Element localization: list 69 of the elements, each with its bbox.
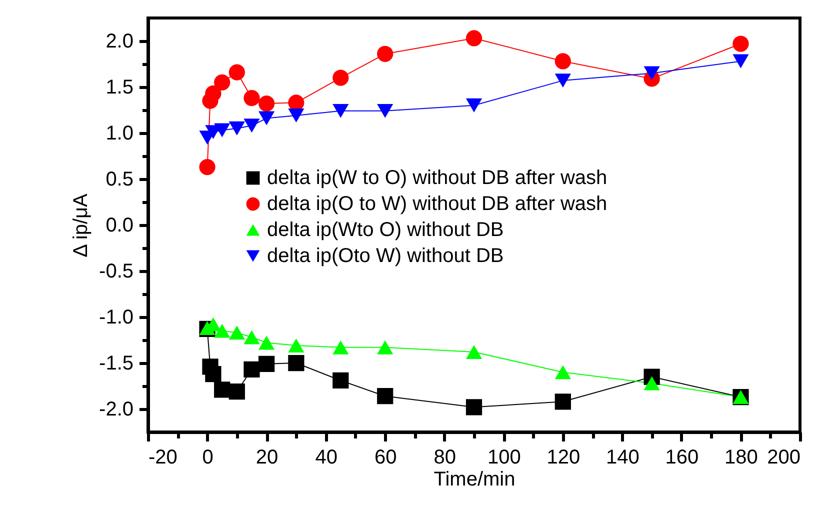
point: [554, 53, 571, 70]
y-tick-label: 0.5: [106, 168, 134, 190]
x-tick-label: -20: [148, 446, 178, 468]
point: [258, 356, 275, 372]
legend-label: delta ip(Wto O) without DB: [267, 219, 504, 241]
legend-label: delta ip(O to W) without DB after wash: [267, 193, 608, 215]
point: [258, 111, 275, 126]
point: [244, 330, 260, 344]
x-tick-label: 20: [256, 446, 278, 468]
y-tick-label: -1.5: [99, 352, 134, 374]
point: [332, 70, 349, 86]
point: [466, 399, 482, 416]
point: [214, 74, 230, 90]
point: [377, 46, 394, 62]
point: [228, 121, 245, 136]
legend-label: delta ip(Oto W) without DB: [267, 245, 504, 267]
point: [732, 54, 749, 68]
x-axis-title: Time/min: [434, 468, 516, 490]
point: [644, 376, 660, 390]
legend-label: delta ip(W to O) without DB after wash: [267, 167, 608, 189]
x-tick-label: 180: [724, 446, 758, 468]
point: [466, 98, 482, 112]
point: [214, 382, 230, 398]
point: [332, 372, 349, 389]
y-tick-label: -0.5: [99, 260, 134, 282]
point: [554, 365, 571, 380]
point: [554, 74, 571, 88]
point: [214, 324, 230, 338]
x-tick-label: 100: [487, 446, 521, 468]
point: [214, 123, 230, 138]
y-tick-label: 1.5: [106, 76, 134, 98]
point: [258, 336, 275, 350]
y-tick-label: 1.0: [106, 122, 134, 144]
point: [228, 64, 245, 80]
point: [228, 326, 245, 340]
point: [332, 104, 349, 118]
point: [644, 66, 660, 80]
y-tick-label: 0.0: [106, 214, 134, 236]
point: [244, 118, 260, 133]
point: [377, 388, 394, 404]
x-tick-label: 120: [546, 446, 580, 468]
point: [258, 96, 275, 112]
point: [244, 361, 260, 378]
point: [228, 383, 245, 400]
point: [288, 108, 304, 122]
y-axis-title: Δ ip/μA: [70, 192, 92, 258]
point: [466, 344, 482, 359]
y-tick-label: -1.0: [99, 306, 134, 328]
point: [554, 394, 571, 410]
point: [205, 85, 222, 102]
x-tick-label: 200: [767, 446, 800, 468]
point: [199, 158, 216, 176]
x-tick-label: 80: [434, 446, 456, 468]
x-tick-label: 140: [606, 446, 640, 468]
point: [377, 104, 394, 118]
x-tick-label: 160: [665, 446, 699, 468]
y-tick-label: 2.0: [106, 30, 134, 52]
y-tick-label: -2.0: [99, 398, 134, 420]
x-tick-label: 60: [374, 446, 397, 468]
point: [288, 338, 304, 352]
point: [377, 340, 394, 354]
x-tick-label: 40: [315, 446, 338, 468]
point: [332, 340, 349, 354]
point: [244, 90, 260, 106]
point: [288, 354, 304, 372]
point: [732, 36, 749, 52]
point: [205, 366, 222, 382]
x-tick-label: 0: [202, 446, 214, 468]
point: [466, 30, 482, 46]
